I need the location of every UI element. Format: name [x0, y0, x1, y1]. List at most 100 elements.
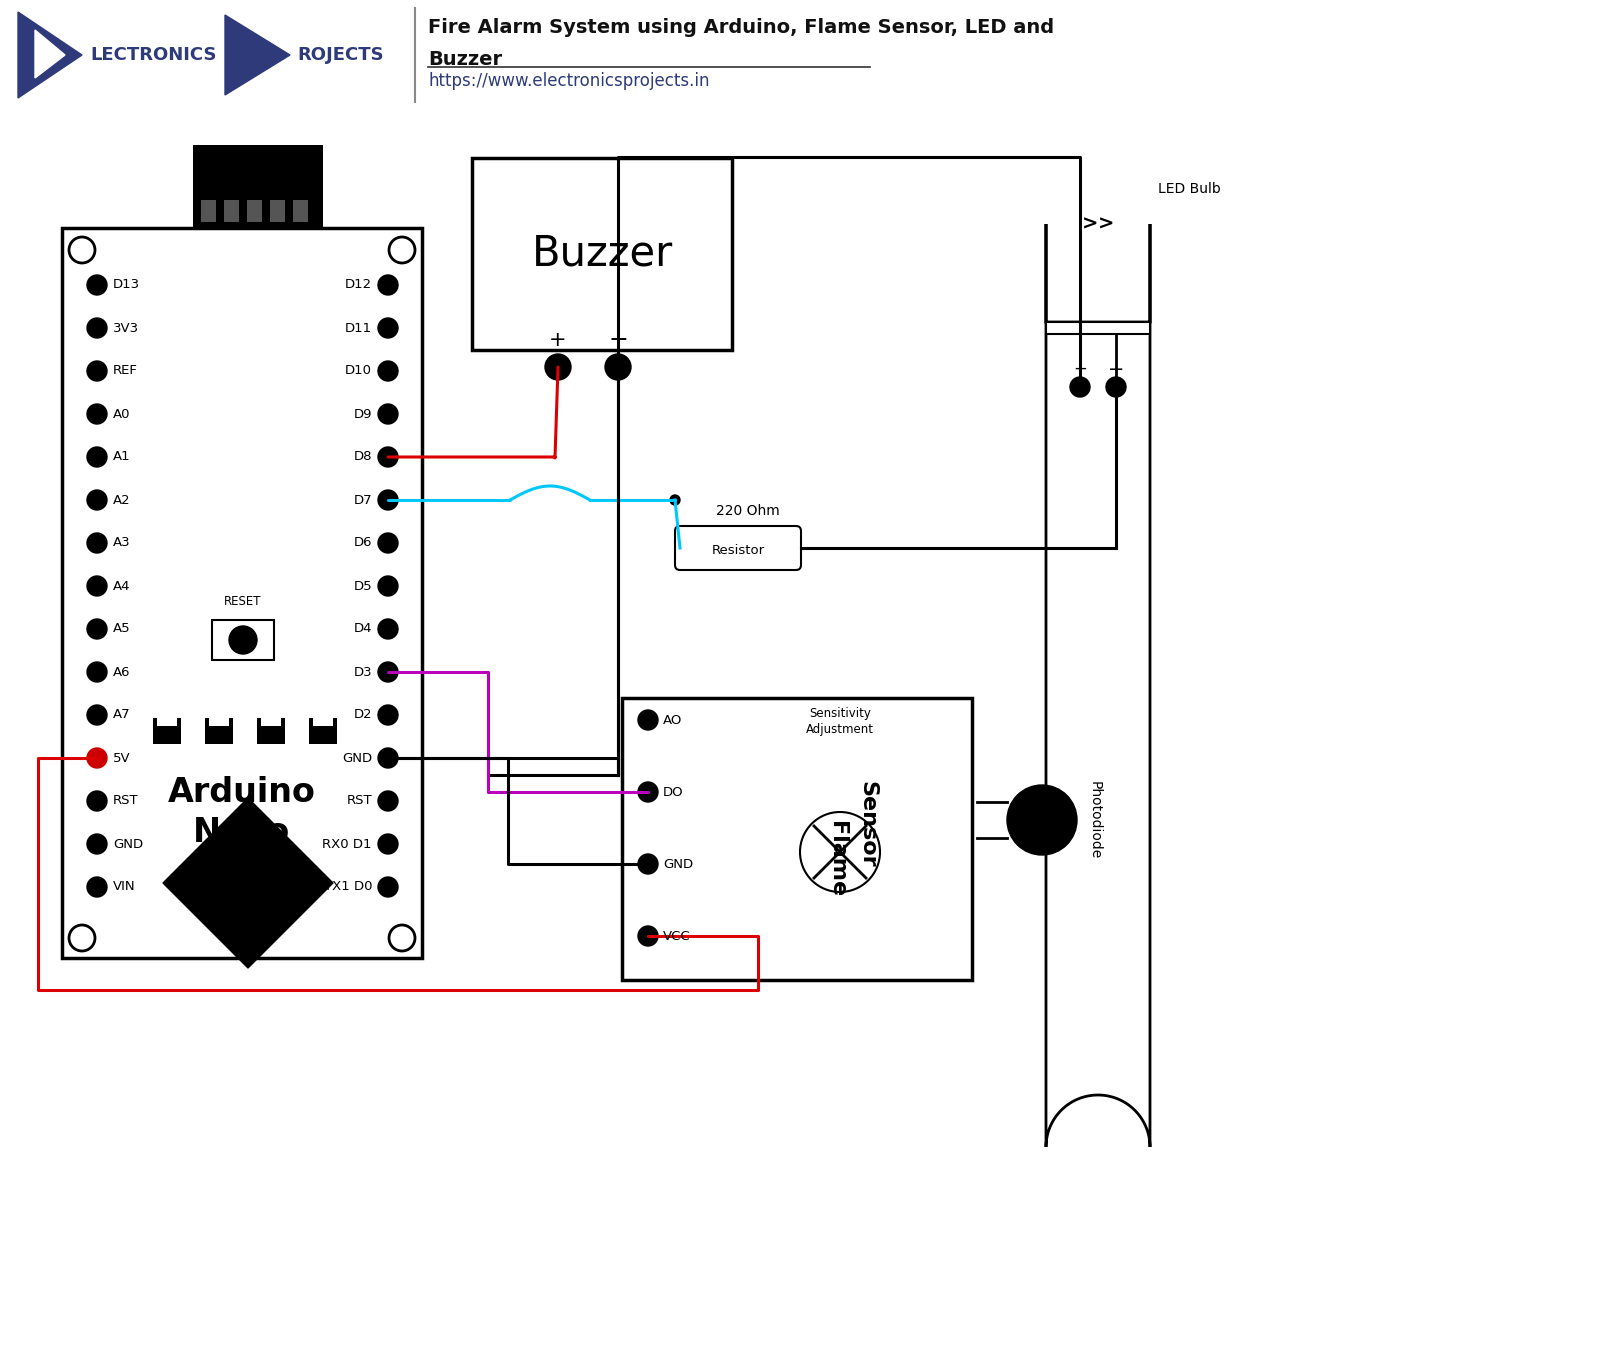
Circle shape	[378, 318, 398, 339]
Text: A5: A5	[114, 622, 131, 636]
Circle shape	[86, 576, 107, 596]
Text: D7: D7	[354, 494, 371, 506]
Circle shape	[378, 877, 398, 897]
Bar	[280, 435, 288, 443]
Bar	[62, 228, 422, 958]
Bar	[286, 526, 296, 536]
Bar	[309, 718, 338, 744]
Circle shape	[1070, 377, 1090, 398]
Bar	[272, 428, 282, 436]
Circle shape	[86, 318, 107, 339]
Text: GND: GND	[114, 838, 142, 850]
Bar	[258, 555, 267, 563]
Circle shape	[638, 781, 658, 802]
Bar	[181, 463, 189, 472]
Bar	[251, 406, 261, 415]
Text: ICSP: ICSP	[251, 894, 274, 903]
Circle shape	[378, 533, 398, 553]
Text: VIN: VIN	[114, 880, 136, 894]
Text: GND: GND	[342, 751, 371, 765]
Text: Buzzer: Buzzer	[531, 233, 672, 276]
Circle shape	[378, 447, 398, 468]
Text: A1: A1	[114, 451, 131, 463]
Bar	[258, 413, 267, 422]
Text: https://www.electronicsprojects.in: https://www.electronicsprojects.in	[429, 73, 709, 90]
Circle shape	[86, 404, 107, 424]
Bar	[472, 158, 733, 350]
Circle shape	[86, 749, 107, 768]
FancyBboxPatch shape	[675, 526, 802, 570]
Text: D12: D12	[346, 278, 371, 292]
Circle shape	[86, 361, 107, 381]
Polygon shape	[18, 12, 82, 97]
Bar	[293, 448, 302, 458]
Bar	[216, 428, 224, 436]
Text: D8: D8	[354, 451, 371, 463]
Circle shape	[378, 618, 398, 639]
Circle shape	[638, 854, 658, 873]
Circle shape	[638, 710, 658, 729]
Circle shape	[378, 361, 398, 381]
Bar	[301, 455, 310, 465]
Bar	[307, 463, 317, 472]
Circle shape	[86, 447, 107, 468]
Text: A0: A0	[114, 407, 131, 421]
Bar	[293, 520, 302, 528]
Bar	[315, 498, 323, 507]
Bar	[205, 718, 234, 744]
Circle shape	[605, 354, 630, 380]
Circle shape	[69, 925, 94, 951]
Circle shape	[1106, 377, 1126, 398]
Text: D5: D5	[354, 580, 371, 592]
Text: REF: REF	[114, 365, 138, 377]
Text: 5V: 5V	[114, 751, 131, 765]
Circle shape	[86, 791, 107, 812]
Text: +: +	[549, 330, 566, 350]
Bar	[230, 413, 238, 422]
Text: D3: D3	[354, 665, 371, 679]
Polygon shape	[226, 15, 290, 95]
Bar	[293, 200, 307, 222]
Text: RX0 D1: RX0 D1	[323, 838, 371, 850]
Text: Sensor: Sensor	[858, 780, 877, 868]
Text: A2: A2	[114, 494, 131, 506]
Bar	[187, 455, 197, 465]
Bar	[173, 498, 182, 507]
Circle shape	[378, 662, 398, 681]
Circle shape	[253, 869, 270, 887]
Text: >: >	[1098, 214, 1114, 233]
Bar	[166, 491, 174, 500]
Text: Arduino: Arduino	[168, 776, 315, 809]
Bar	[195, 448, 203, 458]
Bar	[258, 718, 285, 744]
Circle shape	[1006, 786, 1077, 856]
Text: Photodiode: Photodiode	[1088, 781, 1102, 860]
Text: A4: A4	[114, 580, 131, 592]
Circle shape	[378, 749, 398, 768]
Bar	[224, 200, 238, 222]
Text: A3: A3	[114, 536, 131, 550]
Bar	[246, 200, 262, 222]
Circle shape	[234, 869, 251, 887]
Bar	[315, 470, 323, 478]
Text: D9: D9	[354, 407, 371, 421]
Bar	[202, 526, 211, 536]
Text: RST: RST	[114, 795, 139, 808]
Circle shape	[378, 705, 398, 725]
Circle shape	[546, 354, 571, 380]
Bar	[208, 435, 218, 443]
Bar	[1046, 322, 1150, 335]
Text: A7: A7	[114, 709, 131, 721]
Text: D10: D10	[346, 365, 371, 377]
Text: Sensitivity: Sensitivity	[810, 707, 870, 720]
Bar	[202, 200, 216, 222]
Text: D13: D13	[114, 278, 141, 292]
Bar	[216, 540, 224, 550]
Text: D2: D2	[354, 709, 371, 721]
Text: 220 Ohm: 220 Ohm	[717, 505, 779, 518]
Bar	[202, 441, 211, 451]
Bar	[222, 548, 232, 557]
Text: −: −	[608, 328, 627, 352]
Circle shape	[229, 627, 258, 654]
Bar	[280, 533, 288, 543]
